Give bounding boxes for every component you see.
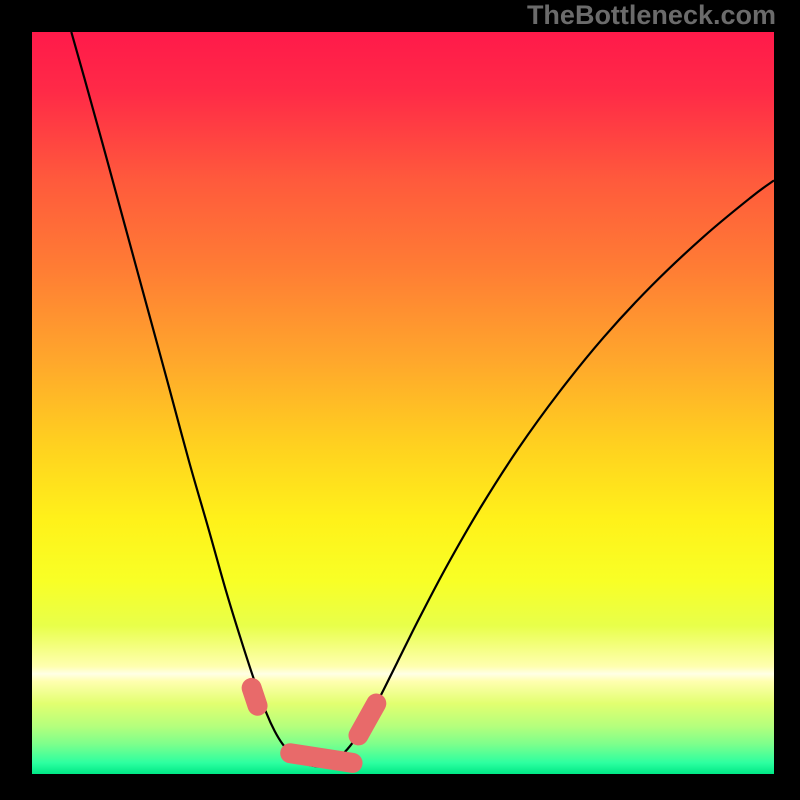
plot-area bbox=[32, 32, 774, 774]
valley-markers bbox=[252, 688, 377, 763]
valley-marker bbox=[358, 704, 376, 736]
chart-stage: TheBottleneck.com bbox=[0, 0, 800, 800]
valley-marker bbox=[252, 688, 258, 706]
valley-marker bbox=[290, 753, 352, 763]
curve-left-branch bbox=[71, 32, 317, 767]
curve-right-branch bbox=[318, 180, 774, 766]
watermark-text: TheBottleneck.com bbox=[527, 0, 776, 31]
curve-layer bbox=[32, 32, 774, 774]
